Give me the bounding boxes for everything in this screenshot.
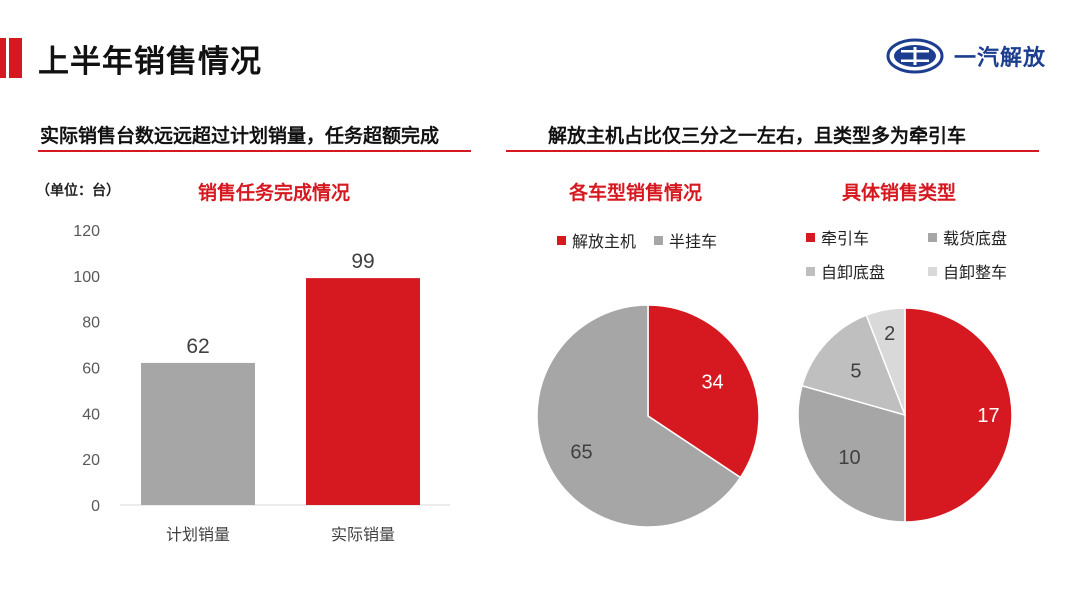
pie-value-label: 65 [570, 442, 592, 464]
pie1-legend-item: 半挂车 [654, 228, 717, 252]
logo-text: 一汽解放 [954, 46, 1047, 71]
legend-swatch-icon [806, 232, 815, 242]
pie-chart-types: 17 10 5 2 [797, 307, 1013, 523]
right-section-heading: 解放主机占比仅三分之一左右，且类型多为牵引车 [548, 125, 967, 147]
title-accent-bar [0, 38, 22, 78]
brand-logo: 一汽解放 [886, 38, 1046, 74]
y-tick-label: 40 [82, 406, 100, 423]
left-section-rule [38, 150, 471, 152]
legend-label: 自卸整车 [943, 263, 1008, 282]
pie-slice [865, 307, 906, 416]
pie-value-label: 34 [701, 371, 723, 393]
y-tick-label: 0 [91, 498, 100, 515]
legend-swatch-icon [928, 266, 937, 276]
legend-label: 牵引车 [821, 229, 870, 248]
x-category-label: 实际销量 [331, 526, 395, 544]
left-section-heading: 实际销售台数远远超过计划销量，任务超额完成 [40, 125, 440, 147]
pie1-legend-item: 解放主机 [557, 228, 636, 252]
bar-chart-title: 销售任务完成情况 [198, 182, 351, 204]
unit-label: （单位：台） [36, 183, 120, 199]
pie-chart-models: 34 65 [536, 304, 760, 528]
legend-swatch-icon [654, 235, 664, 245]
pie-value-label: 17 [977, 405, 999, 427]
pie1-legend: 解放主机 半挂车 [557, 228, 747, 252]
legend-swatch-icon [806, 266, 815, 276]
pie2-legend: 牵引车 载货底盘 自卸底盘 自卸整车 [806, 225, 1036, 283]
pie-slice [904, 307, 1013, 523]
legend-swatch-icon [928, 232, 937, 242]
pie2-legend-item: 自卸底盘 [806, 259, 928, 283]
y-tick-label: 60 [82, 361, 100, 378]
bar [306, 278, 420, 505]
page-title: 上半年销售情况 [38, 44, 262, 80]
faw-emblem-icon [886, 38, 944, 74]
pie2-title: 具体销售类型 [842, 182, 957, 204]
legend-swatch-icon [557, 235, 566, 245]
legend-label: 半挂车 [669, 232, 718, 251]
legend-label: 自卸底盘 [821, 263, 886, 282]
y-tick-label: 20 [82, 452, 100, 469]
bar-chart: 0 20 40 60 80 100 120 62 计划销量 99 实际销量 [73, 223, 450, 544]
legend-label: 解放主机 [572, 232, 637, 251]
bar [141, 362, 255, 505]
y-tick-label: 120 [73, 223, 100, 240]
pie2-legend-item: 牵引车 [806, 225, 928, 249]
legend-label: 载货底盘 [943, 229, 1008, 248]
x-category-label: 计划销量 [166, 526, 230, 544]
bar-value-label: 62 [186, 335, 209, 358]
y-tick-label: 80 [82, 315, 100, 332]
y-tick-label: 100 [73, 269, 100, 286]
pie-slice [536, 304, 742, 528]
pie-value-label: 10 [838, 447, 860, 469]
pie-value-label: 2 [884, 323, 895, 345]
pie-value-label: 5 [850, 360, 861, 382]
pie-slice [797, 384, 906, 523]
pie2-legend-item: 自卸整车 [928, 259, 1033, 283]
pie-slice [801, 314, 907, 417]
right-section-rule [506, 150, 1039, 152]
pie1-title: 各车型销售情况 [569, 182, 703, 204]
pie2-legend-item: 载货底盘 [928, 225, 1033, 249]
bar-value-label: 99 [351, 250, 374, 273]
